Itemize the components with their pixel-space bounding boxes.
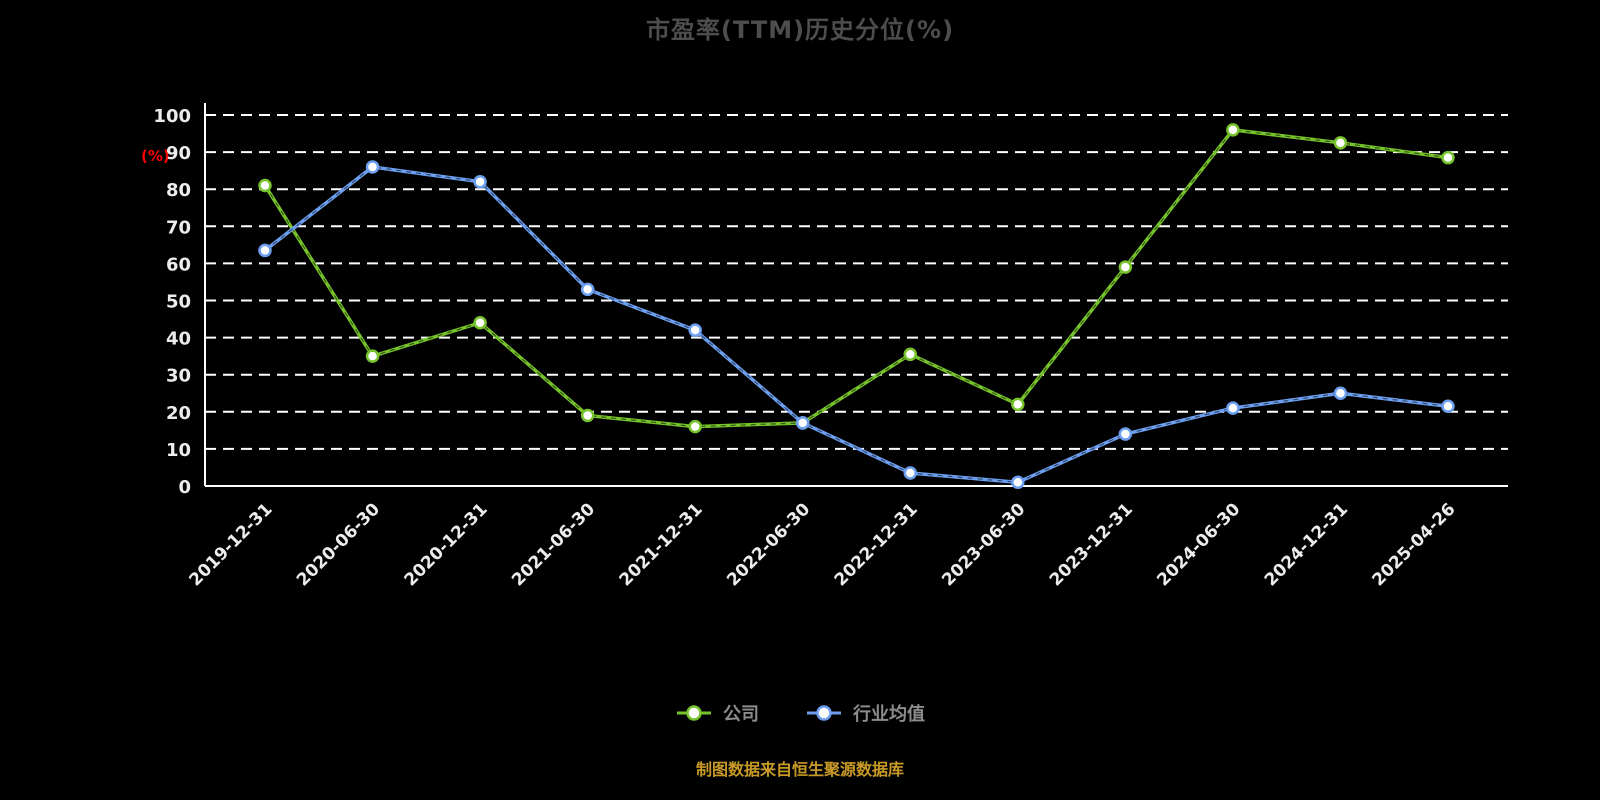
- x-tick-label: 2024-06-30: [1153, 499, 1244, 590]
- data-point-marker[interactable]: [1118, 427, 1133, 441]
- legend-item-industry-average[interactable]: 行业均值: [805, 700, 925, 726]
- legend-label-company: 公司: [723, 704, 759, 725]
- series-line-dash-overlay-1: [264, 166, 1449, 483]
- data-point-marker[interactable]: [795, 416, 810, 430]
- industry-series-marker-icon: [807, 705, 841, 721]
- y-tick-label: 10: [166, 440, 191, 461]
- data-point-marker[interactable]: [365, 349, 380, 363]
- data-point-marker[interactable]: [1333, 386, 1348, 400]
- y-tick-label: 50: [166, 292, 191, 313]
- legend: 公司 行业均值: [0, 700, 1600, 726]
- data-point-marker[interactable]: [1226, 123, 1240, 137]
- data-point-marker[interactable]: [1011, 475, 1025, 490]
- x-tick-label: 2020-12-31: [401, 499, 492, 590]
- series-line-1: [263, 165, 1450, 485]
- data-point-marker[interactable]: [258, 178, 272, 193]
- legend-item-company[interactable]: 公司: [675, 700, 759, 726]
- data-point-marker[interactable]: [1441, 150, 1455, 165]
- series-line-dash-overlay-0: [264, 129, 1449, 428]
- x-tick-label: 2023-12-31: [1046, 499, 1137, 590]
- data-source-note: 制图数据来自恒生聚源数据库: [695, 760, 904, 779]
- x-tick-label: 2025-04-26: [1368, 499, 1459, 590]
- chart-title: 市盈率(TTM)历史分位(%): [645, 16, 955, 44]
- y-tick-label: 90: [166, 143, 191, 164]
- x-tick-label: 2021-06-30: [508, 499, 599, 590]
- x-tick-label: 2019-12-31: [185, 499, 276, 590]
- data-point-marker[interactable]: [365, 160, 380, 174]
- data-point-marker[interactable]: [1333, 136, 1348, 150]
- y-tick-label: 0: [178, 477, 191, 498]
- data-point-marker[interactable]: [903, 347, 918, 362]
- data-point-marker[interactable]: [473, 175, 487, 189]
- series-line-0: [263, 128, 1450, 429]
- company-series-marker-icon: [677, 705, 711, 721]
- y-axis-unit-label: (%): [141, 147, 170, 165]
- y-tick-label: 20: [166, 403, 191, 424]
- data-point-marker[interactable]: [1226, 401, 1240, 415]
- y-tick-label: 80: [166, 180, 191, 201]
- data-point-marker[interactable]: [258, 243, 272, 258]
- y-tick-label: 70: [166, 217, 191, 238]
- x-tick-label: 2022-12-31: [831, 499, 922, 590]
- y-tick-label: 60: [166, 254, 191, 275]
- x-tick-label: 2020-06-30: [293, 499, 384, 590]
- x-tick-label: 2024-12-31: [1261, 499, 1352, 590]
- x-tick-label: 2023-06-30: [938, 499, 1029, 590]
- x-tick-label: 2022-06-30: [723, 499, 814, 590]
- y-tick-label: 100: [153, 106, 191, 127]
- data-point-marker[interactable]: [473, 316, 487, 330]
- data-point-marker[interactable]: [1441, 399, 1455, 413]
- data-point-marker[interactable]: [580, 282, 595, 297]
- data-point-marker[interactable]: [580, 408, 595, 423]
- x-tick-label: 2021-12-31: [616, 499, 707, 590]
- data-point-marker[interactable]: [688, 419, 702, 434]
- data-point-marker[interactable]: [903, 466, 918, 480]
- data-point-marker[interactable]: [1118, 260, 1133, 274]
- y-tick-label: 40: [166, 329, 191, 350]
- legend-label-industry-average: 行业均值: [853, 704, 925, 725]
- y-tick-label: 30: [166, 366, 191, 387]
- data-point-marker[interactable]: [688, 323, 702, 337]
- data-point-marker[interactable]: [1011, 397, 1025, 412]
